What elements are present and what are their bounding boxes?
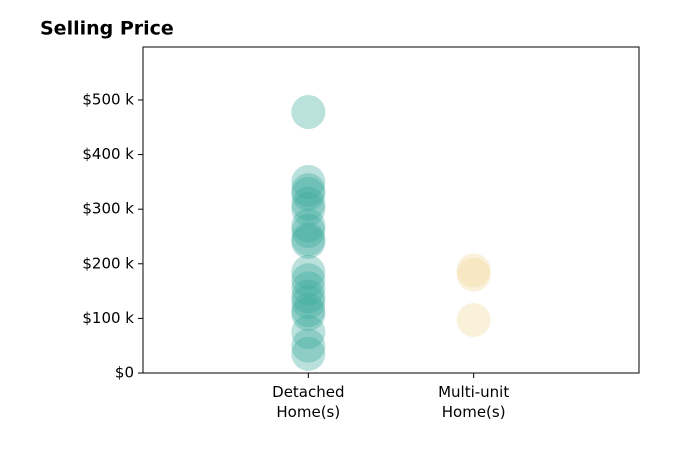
point xyxy=(291,328,326,363)
point xyxy=(291,285,326,320)
point xyxy=(291,222,326,257)
chart-title: Selling Price xyxy=(40,18,174,40)
point xyxy=(291,94,326,129)
x-tick-label: Detached Home(s) xyxy=(272,383,344,421)
point xyxy=(291,271,326,306)
point xyxy=(291,214,326,249)
y-tick-label: $100 k xyxy=(82,309,134,327)
point xyxy=(291,164,326,199)
point xyxy=(291,208,326,243)
point xyxy=(291,315,326,350)
x-tick-label: Multi-unit Home(s) xyxy=(438,383,509,421)
y-tick-label: $300 k xyxy=(82,200,134,218)
point xyxy=(456,253,491,288)
y-tick-label: $200 k xyxy=(82,254,134,272)
point xyxy=(456,303,491,338)
point xyxy=(291,192,326,227)
point xyxy=(291,224,326,259)
point xyxy=(291,176,326,211)
point xyxy=(291,254,326,289)
y-tick-label: $400 k xyxy=(82,145,134,163)
point xyxy=(456,257,491,292)
point xyxy=(291,293,326,328)
point xyxy=(291,186,326,221)
y-tick-label: $0 xyxy=(115,364,134,382)
point xyxy=(291,336,326,371)
point xyxy=(291,297,326,332)
plot-frame xyxy=(142,46,640,374)
point xyxy=(291,263,326,298)
y-tick-label: $500 k xyxy=(82,90,134,108)
point xyxy=(291,279,326,314)
point xyxy=(291,173,326,208)
